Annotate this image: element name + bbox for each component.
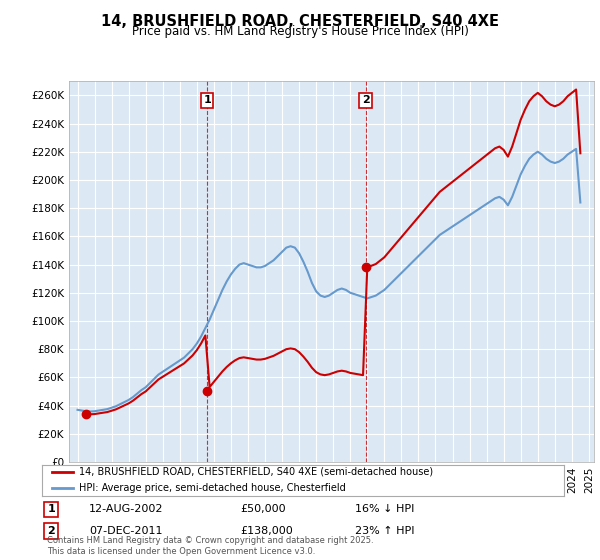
Text: 12-AUG-2002: 12-AUG-2002 (89, 505, 163, 514)
Text: Price paid vs. HM Land Registry's House Price Index (HPI): Price paid vs. HM Land Registry's House … (131, 25, 469, 38)
Text: HPI: Average price, semi-detached house, Chesterfield: HPI: Average price, semi-detached house,… (79, 483, 345, 493)
Text: 2: 2 (362, 95, 370, 105)
Text: 23% ↑ HPI: 23% ↑ HPI (355, 526, 415, 536)
Text: £50,000: £50,000 (241, 505, 286, 514)
Text: 1: 1 (47, 505, 55, 514)
Text: 14, BRUSHFIELD ROAD, CHESTERFIELD, S40 4XE (semi-detached house): 14, BRUSHFIELD ROAD, CHESTERFIELD, S40 4… (79, 466, 433, 477)
Text: 1: 1 (203, 95, 211, 105)
Text: £138,000: £138,000 (241, 526, 293, 536)
Text: 16% ↓ HPI: 16% ↓ HPI (355, 505, 415, 514)
Text: 07-DEC-2011: 07-DEC-2011 (89, 526, 163, 536)
Text: 14, BRUSHFIELD ROAD, CHESTERFIELD, S40 4XE: 14, BRUSHFIELD ROAD, CHESTERFIELD, S40 4… (101, 14, 499, 29)
Text: Contains HM Land Registry data © Crown copyright and database right 2025.
This d: Contains HM Land Registry data © Crown c… (47, 536, 374, 556)
Text: 2: 2 (47, 526, 55, 536)
